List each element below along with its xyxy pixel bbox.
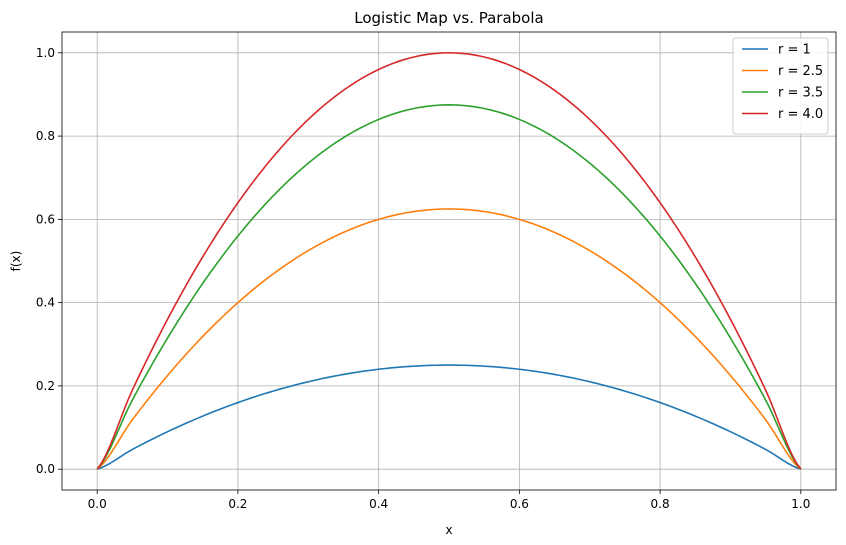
legend-label: r = 3.5 — [778, 86, 823, 101]
y-tick-label: 0.8 — [36, 129, 55, 143]
y-axis-ticks: 0.0 0.2 0.4 0.6 0.8 1.0 — [36, 46, 62, 476]
x-tick-label: 0.8 — [651, 497, 670, 511]
legend-label: r = 2.5 — [778, 64, 823, 79]
series-layer — [96, 52, 802, 470]
x-tick-label: 0.4 — [369, 497, 388, 511]
legend: r = 1 r = 2.5 r = 3.5 r = 4.0 — [732, 37, 829, 135]
y-tick-label: 0.4 — [36, 296, 55, 310]
y-axis-label: f(x) — [9, 251, 23, 272]
x-tick-label: 1.0 — [791, 497, 810, 511]
plot-frame — [61, 31, 837, 491]
x-axis-ticks: 0.0 0.2 0.4 0.6 0.8 1.0 — [88, 490, 810, 511]
y-tick-label: 0.6 — [36, 212, 55, 226]
legend-label: r = 1 — [778, 43, 811, 58]
series-line-3 — [96, 104, 802, 470]
x-tick-label: 0.6 — [510, 497, 529, 511]
x-axis-label: x — [445, 523, 452, 537]
y-tick-label: 0.0 — [36, 462, 55, 476]
y-tick-label: 0.2 — [36, 379, 55, 393]
legend-label: r = 4.0 — [778, 107, 823, 122]
y-tick-label: 1.0 — [36, 46, 55, 60]
series-line-4 — [96, 52, 802, 470]
series-line-1 — [96, 364, 802, 470]
legend-box — [732, 37, 829, 135]
x-tick-label: 0.0 — [88, 497, 107, 511]
series-line-2 — [96, 208, 802, 470]
x-tick-label: 0.2 — [228, 497, 247, 511]
chart-title: Logistic Map vs. Parabola — [354, 9, 543, 27]
